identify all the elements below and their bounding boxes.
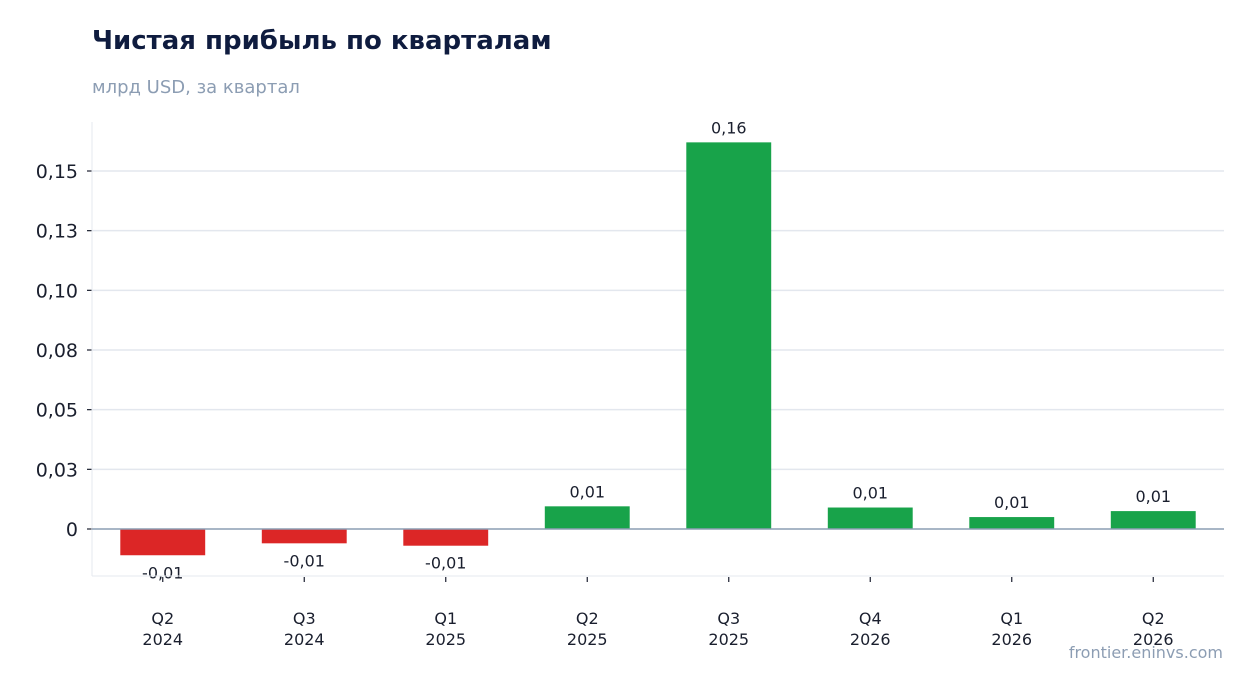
x-tick-label-quarter: Q2 [576,609,599,628]
data-label: -0,01 [425,554,466,573]
x-tick-label-quarter: Q3 [293,609,316,628]
bar-positive [544,506,630,529]
bar-negative [261,529,347,544]
data-label: 0,01 [569,482,605,501]
y-tick-label: 0,03 [36,459,78,481]
bar-positive [686,142,772,530]
y-axis-ticks: 0 0,03 0,05 0,08 0,10 0,13 0,15 [36,161,78,541]
y-tick-label: 0 [66,519,78,541]
y-tick-label: 0,05 [36,400,78,422]
y-tick-label: 0,10 [36,280,78,302]
data-label: -0,01 [142,563,183,582]
y-tick-label: 0,13 [36,221,78,243]
x-tick-label-year: 2025 [567,630,608,649]
bars [120,142,1196,556]
data-labels: -0,01 -0,01 -0,01 0,01 0,16 0,01 0,01 0,01 [142,118,1171,582]
x-tick-label-quarter: Q1 [1000,609,1023,628]
x-tick-label-quarter: Q3 [717,609,740,628]
bar-negative [120,529,206,556]
chart-subtitle: млрд USD, за квартал [92,77,300,98]
x-tick-label-quarter: Q2 [1142,609,1165,628]
y-tick-label: 0,08 [36,340,78,362]
bar-positive [827,507,913,529]
chart-title: Чистая прибыль по кварталам [92,26,552,56]
x-tick-label-year: 2025 [708,630,749,649]
x-tick-label-quarter: Q4 [859,609,882,628]
data-label: 0,01 [852,484,888,503]
axes [91,122,1224,577]
x-tick-label-year: 2024 [284,630,325,649]
grid-lines [87,170,1224,530]
data-label: 0,01 [1135,487,1171,506]
source-credit: frontier.eninvs.com [1068,643,1223,662]
data-label: 0,16 [711,118,747,137]
x-tick-label-year: 2026 [850,630,891,649]
data-label: 0,01 [994,493,1030,512]
data-label: -0,01 [284,551,325,570]
x-axis-ticks: Q2 2024 Q3 2024 Q1 2025 Q2 2025 Q3 2025 Q4 2026 Q1 20… [142,577,1174,649]
bar-positive [1110,511,1196,529]
x-tick-label-year: 2024 [142,630,183,649]
bar-negative [403,529,489,546]
x-tick-label-year: 2026 [991,630,1032,649]
y-tick-label: 0,15 [36,161,78,183]
x-tick-label-year: 2025 [425,630,466,649]
x-tick-label-quarter: Q2 [151,609,174,628]
x-tick-label-quarter: Q1 [434,609,457,628]
bar-positive [969,517,1055,529]
x-tick-label-year: 2026 [1133,630,1174,649]
